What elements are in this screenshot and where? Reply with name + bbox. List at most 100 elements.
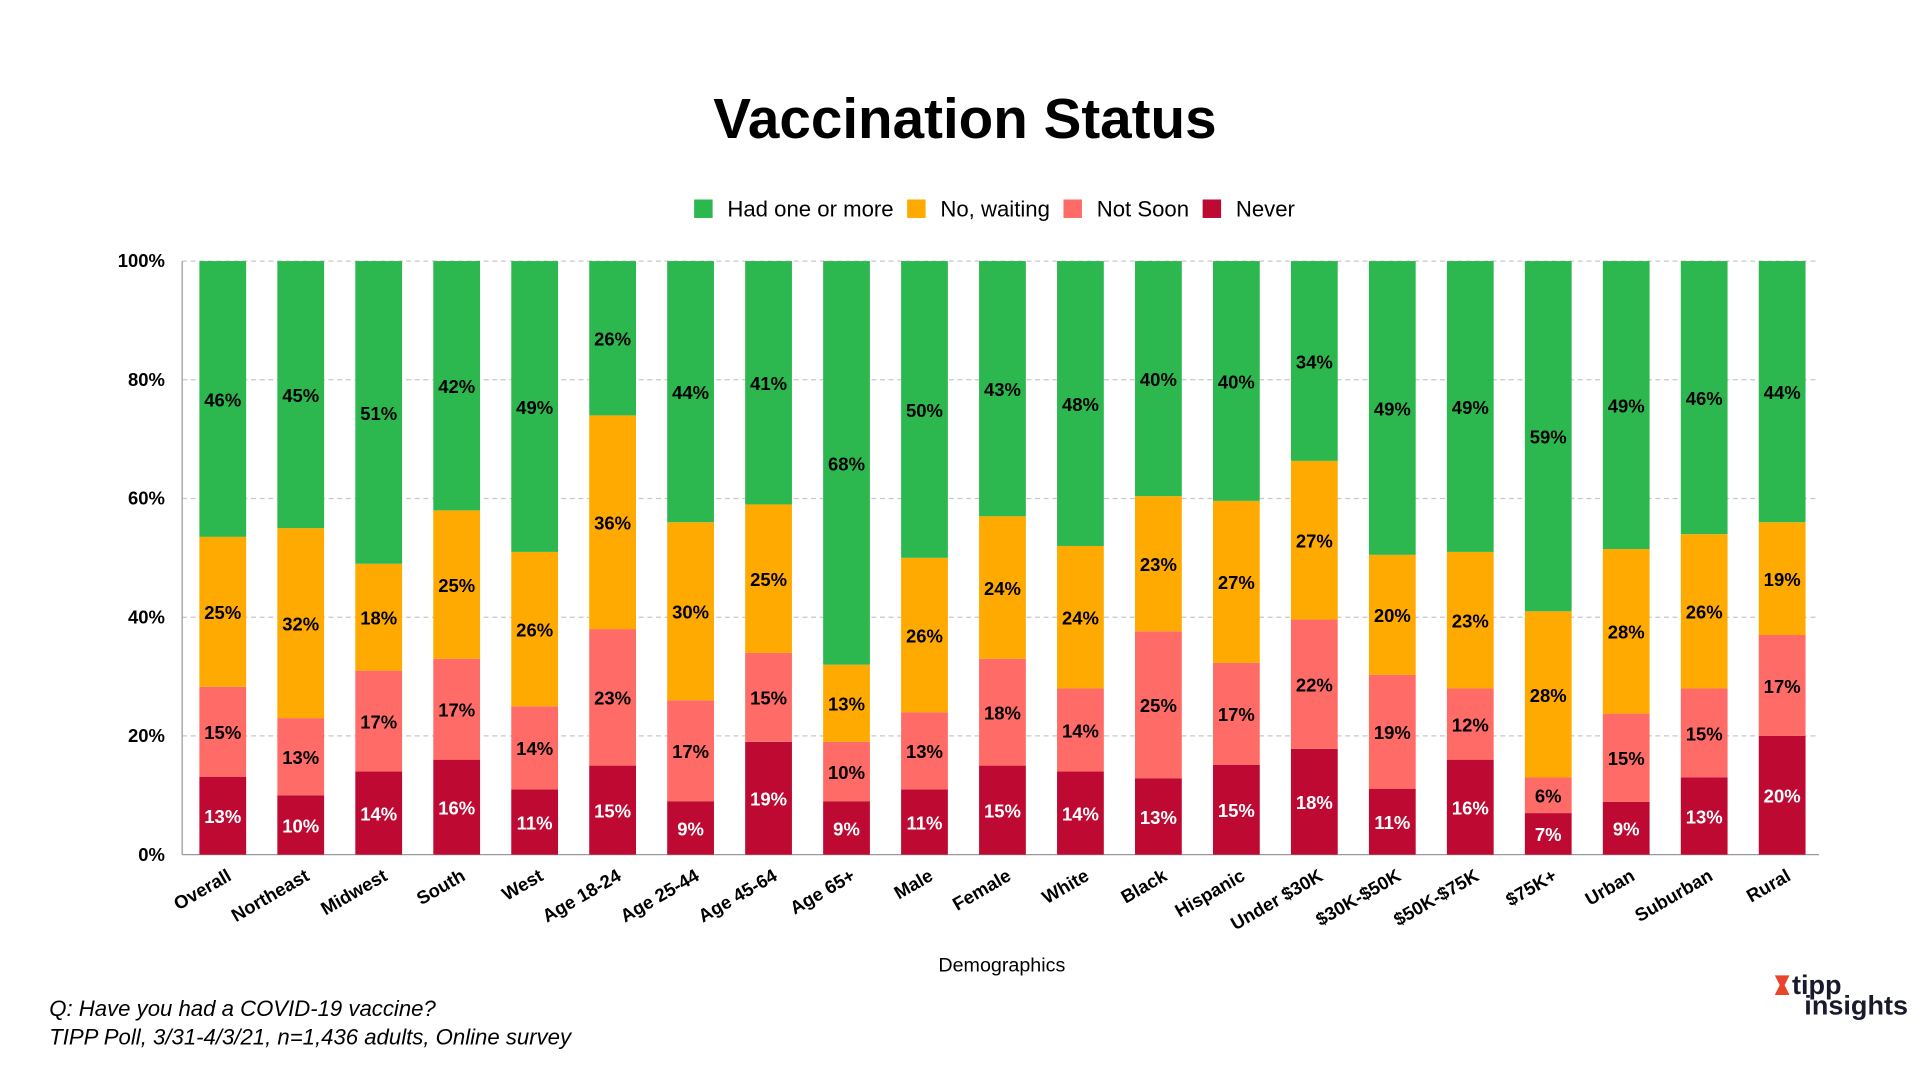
data-label: 9% bbox=[1613, 819, 1640, 840]
bar-segment bbox=[589, 765, 636, 855]
data-label: 17% bbox=[360, 711, 397, 732]
bar-segment bbox=[901, 712, 948, 790]
bar-under-30k: 18% 22% 27% 34% bbox=[1290, 261, 1338, 855]
data-label: 14% bbox=[1062, 803, 1099, 824]
bar-segment bbox=[1212, 261, 1260, 501]
bar-segment bbox=[589, 415, 636, 630]
bar-segment bbox=[1057, 688, 1104, 772]
bar--75k-: 7% 6% 28% 59% bbox=[1524, 261, 1572, 855]
bar-segment bbox=[1524, 813, 1572, 855]
legend-swatch bbox=[694, 199, 713, 218]
bar-segment bbox=[589, 629, 636, 766]
data-label: 46% bbox=[204, 389, 241, 410]
x-tick-label: Black bbox=[1117, 864, 1171, 907]
x-axis-label: Demographics bbox=[938, 955, 1065, 977]
x-tick-label: Age 65+ bbox=[786, 864, 858, 918]
bar-segment bbox=[277, 528, 325, 719]
bar--50k-75k: 16% 12% 23% 49% bbox=[1446, 261, 1494, 855]
legend-label: No, waiting bbox=[940, 197, 1050, 222]
bar-segment bbox=[511, 551, 559, 707]
bar-segment bbox=[1446, 261, 1494, 552]
data-label: 40% bbox=[1140, 369, 1177, 390]
bar--30k-50k: 11% 19% 20% 49% bbox=[1368, 261, 1416, 855]
x-tick-label: $50K-$75K bbox=[1390, 864, 1483, 930]
bar-segment bbox=[745, 652, 792, 742]
legend-swatch bbox=[1202, 199, 1222, 218]
x-tick-label: West bbox=[498, 865, 546, 905]
bar-segment bbox=[1758, 261, 1806, 523]
data-label: 26% bbox=[516, 619, 553, 640]
data-label: 12% bbox=[1452, 714, 1489, 735]
data-label: 13% bbox=[828, 694, 865, 715]
data-label: 17% bbox=[672, 741, 709, 762]
bar-segment bbox=[1524, 261, 1572, 612]
bar-segment bbox=[1290, 619, 1338, 749]
data-label: 20% bbox=[1374, 605, 1411, 626]
bar-segment bbox=[745, 261, 792, 505]
data-label: 10% bbox=[282, 815, 319, 836]
data-label: 23% bbox=[1140, 554, 1177, 575]
bar-segment bbox=[511, 789, 559, 855]
data-label: 36% bbox=[594, 513, 631, 534]
bar-segment bbox=[1758, 522, 1806, 636]
bar-segment bbox=[433, 261, 481, 511]
y-tick-label: 100% bbox=[118, 250, 165, 271]
bar-segment bbox=[1758, 635, 1806, 736]
data-label: 19% bbox=[750, 789, 787, 810]
data-label: 18% bbox=[360, 608, 397, 629]
data-label: 40% bbox=[1218, 371, 1255, 392]
data-label: 44% bbox=[1764, 382, 1801, 403]
data-label: 43% bbox=[984, 379, 1021, 400]
data-label: 22% bbox=[1296, 675, 1333, 696]
data-label: 15% bbox=[1686, 723, 1723, 744]
bar-segment bbox=[1602, 549, 1650, 714]
data-label: 14% bbox=[360, 803, 397, 824]
data-label: 49% bbox=[1452, 397, 1489, 418]
bar-segment bbox=[667, 522, 714, 701]
bar-segment bbox=[1135, 778, 1182, 855]
data-label: 68% bbox=[828, 453, 865, 474]
bar-segment bbox=[1290, 460, 1338, 620]
data-label: 30% bbox=[672, 602, 709, 623]
data-label: 23% bbox=[594, 688, 631, 709]
data-label: 26% bbox=[1686, 602, 1723, 623]
bar-segment bbox=[979, 658, 1026, 766]
bar-segment bbox=[199, 686, 247, 777]
data-label: 6% bbox=[1535, 786, 1562, 807]
bar-segment bbox=[1057, 545, 1104, 689]
y-tick-label: 60% bbox=[128, 488, 165, 509]
bar-segment bbox=[667, 261, 714, 523]
bar-urban: 9% 15% 28% 49% bbox=[1602, 261, 1650, 855]
bar-segment bbox=[511, 261, 559, 552]
bar-segment bbox=[199, 776, 247, 855]
data-label: 15% bbox=[750, 688, 787, 709]
data-label: 16% bbox=[1452, 798, 1489, 819]
data-label: 25% bbox=[1140, 695, 1177, 716]
bar-segment bbox=[979, 516, 1026, 659]
bar-rural: 20% 17% 19% 44% bbox=[1758, 261, 1806, 855]
bar-age-18-24: 15% 23% 36% 26% bbox=[589, 261, 636, 855]
bar-segment bbox=[1680, 534, 1728, 689]
bar-segment bbox=[433, 510, 481, 659]
bar-segment bbox=[901, 557, 948, 713]
x-tick-label: $75K+ bbox=[1502, 864, 1560, 910]
data-label: 11% bbox=[1374, 812, 1410, 833]
bar-west: 11% 14% 26% 49% bbox=[511, 261, 559, 855]
bar-segment bbox=[1212, 500, 1260, 663]
data-label: 49% bbox=[1374, 398, 1411, 419]
legend-swatch bbox=[907, 199, 926, 218]
bar-segment bbox=[1446, 551, 1494, 689]
bar-segment bbox=[1135, 631, 1182, 779]
x-tick-label: $30K-$50K bbox=[1312, 864, 1405, 930]
bar-segment bbox=[1368, 554, 1416, 675]
data-label: 20% bbox=[1764, 786, 1801, 807]
bar-male: 11% 13% 26% 50% bbox=[901, 261, 948, 855]
data-label: 45% bbox=[282, 385, 319, 406]
legend-swatch bbox=[1063, 199, 1082, 218]
y-tick-label: 0% bbox=[138, 844, 165, 865]
data-label: 15% bbox=[1218, 800, 1255, 821]
data-label: 49% bbox=[1608, 395, 1645, 416]
y-tick-label: 20% bbox=[128, 725, 165, 746]
data-label: 18% bbox=[984, 703, 1021, 724]
